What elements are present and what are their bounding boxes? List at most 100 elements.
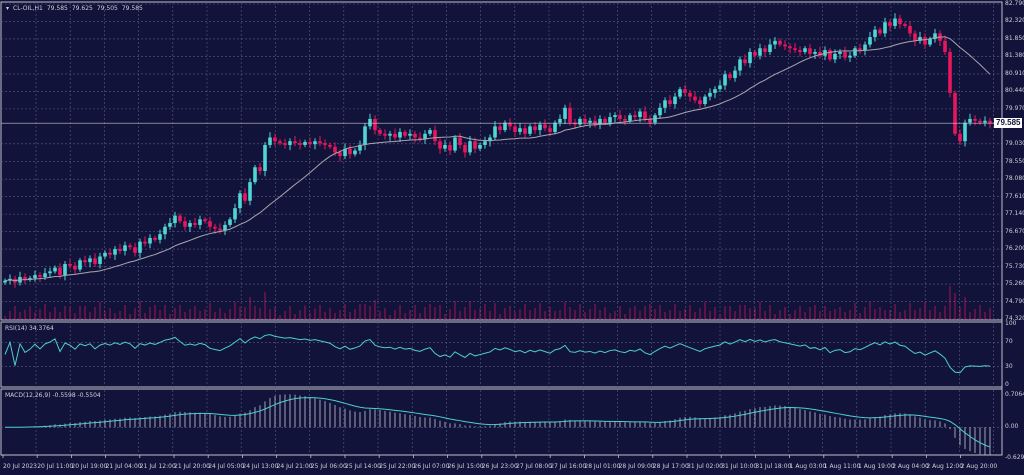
candle-body xyxy=(763,48,767,52)
candle-body xyxy=(103,252,107,257)
candle-body xyxy=(973,118,977,121)
candle-body xyxy=(883,22,887,34)
price-axis-label: 81.850 xyxy=(1005,34,1024,42)
candle-body xyxy=(53,267,57,272)
time-axis-label: 20 Jul 19:00 xyxy=(71,463,108,470)
time-axis-label: 28 Jul 01:00 xyxy=(584,463,621,470)
candle-body xyxy=(768,44,772,52)
price-axis-label: 74.320 xyxy=(1005,315,1024,322)
candle-body xyxy=(783,44,787,47)
candle-body xyxy=(778,40,782,45)
candle-body xyxy=(383,133,387,136)
candle-body xyxy=(818,51,822,56)
time-axis-label: 1 Aug 19:00 xyxy=(858,463,895,470)
candle-body xyxy=(278,141,282,144)
candle-body xyxy=(503,122,507,131)
candle-body xyxy=(483,141,487,145)
candle-body xyxy=(463,144,467,153)
candle-body xyxy=(88,258,92,263)
candle-body xyxy=(858,48,862,51)
symbol-label: CL-OIL,H1 xyxy=(13,5,43,12)
price-axis-label: 81.380 xyxy=(1005,52,1024,60)
candle-body xyxy=(423,133,427,140)
candle-body xyxy=(518,128,522,132)
candle-body xyxy=(753,51,757,56)
candle-body xyxy=(238,193,242,209)
candle-body xyxy=(988,120,992,124)
candle-body xyxy=(633,115,637,118)
candle-body xyxy=(218,228,222,231)
candle-body xyxy=(93,258,97,264)
moving-average-line xyxy=(4,36,991,282)
price-axis-label: 80.910 xyxy=(1005,69,1024,77)
candle-body xyxy=(413,133,417,138)
candle-body xyxy=(83,260,87,263)
candle-body xyxy=(303,141,307,145)
macd-panel-frame xyxy=(0,388,1003,456)
candle-body xyxy=(108,252,112,255)
candle-body xyxy=(588,120,592,123)
candle-body xyxy=(178,215,182,222)
candle-body xyxy=(798,50,802,52)
candle-body xyxy=(38,275,42,277)
candle-body xyxy=(363,126,367,145)
price-axis-label: 76.670 xyxy=(1005,227,1024,235)
candle-body xyxy=(983,120,987,123)
time-axis-label: 1 Aug 11:00 xyxy=(823,463,861,470)
candle-body xyxy=(333,146,337,153)
candle-body xyxy=(888,22,892,26)
candle-body xyxy=(913,33,917,41)
candle-body xyxy=(498,126,502,131)
main-panel-frame xyxy=(0,1,1003,321)
rsi-label: RSI(14) 34.3764 xyxy=(5,325,54,332)
candle-body xyxy=(948,51,952,93)
candle-body xyxy=(898,18,902,25)
high-value: 79.625 xyxy=(71,5,93,12)
candle-body xyxy=(743,59,747,64)
candle-body xyxy=(848,55,852,58)
rsi-axis-label: 70 xyxy=(1005,338,1013,346)
candle-body xyxy=(908,25,912,34)
time-axis-label: 28 Jul 17:00 xyxy=(652,463,689,470)
time-axis-label: 2 Aug 12:00 xyxy=(926,463,964,470)
price-axis-label: 80.440 xyxy=(1005,87,1024,95)
candle-body xyxy=(678,89,682,97)
candle-body xyxy=(393,133,397,138)
candle-body xyxy=(618,115,622,119)
candle-body xyxy=(573,122,577,125)
candle-body xyxy=(568,107,572,123)
time-axis-label: 25 Jul 22:00 xyxy=(379,463,416,470)
price-axis-label: 78.550 xyxy=(1005,157,1024,165)
candle-body xyxy=(213,226,217,229)
candle-body xyxy=(458,137,462,145)
time-axis-label: 2 Aug 04:00 xyxy=(892,463,929,470)
time-axis-label: 28 Jul 09:00 xyxy=(618,463,655,470)
candle-body xyxy=(338,152,342,157)
candle-body xyxy=(78,260,82,270)
candle-body xyxy=(928,38,932,45)
rsi-axis-label: 30 xyxy=(1005,362,1013,370)
candle-body xyxy=(873,29,877,38)
candle-body xyxy=(453,137,457,151)
price-axis-label: 82.790 xyxy=(1005,0,1024,7)
candle-body xyxy=(273,137,277,142)
time-axis-label: 31 Jul 10:00 xyxy=(721,463,758,470)
time-axis-label: 26 Jul 15:00 xyxy=(447,463,484,470)
rsi-axis-label: 0 xyxy=(1005,381,1009,388)
candle-body xyxy=(183,221,187,227)
rsi-axis-label: 100 xyxy=(1005,320,1017,327)
candle-body xyxy=(98,256,102,264)
candle-body xyxy=(553,122,557,132)
time-axis-label: 27 Jul 16:00 xyxy=(550,463,587,470)
candle-body xyxy=(493,126,497,138)
candle-body xyxy=(313,141,317,145)
candle-body xyxy=(443,144,447,149)
rsi-panel-frame xyxy=(0,321,1003,388)
candle-body xyxy=(933,33,937,39)
candle-body xyxy=(223,224,227,231)
macd-signal-line xyxy=(4,397,991,448)
current-price-tag: 79.585 xyxy=(994,118,1023,129)
candle-body xyxy=(593,120,597,125)
open-value: 79.585 xyxy=(46,5,68,12)
